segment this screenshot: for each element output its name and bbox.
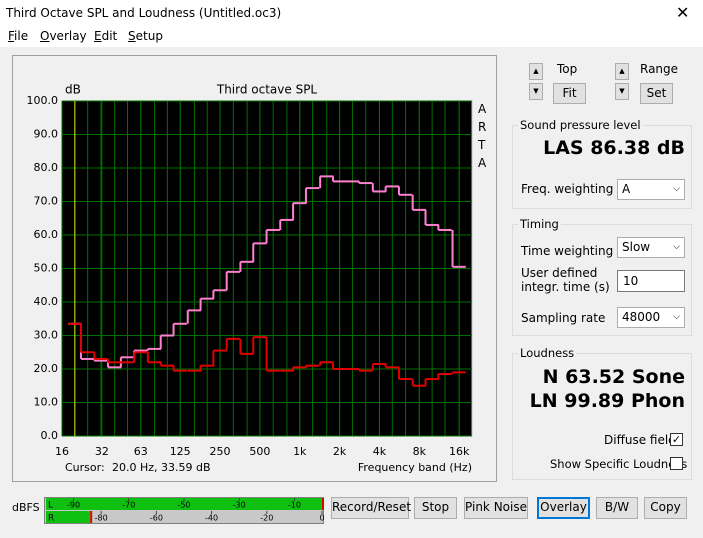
label: Top (557, 62, 578, 76)
label: Sampling rate (521, 311, 606, 325)
menu-item[interactable]: Edit (94, 29, 118, 43)
meter-tick-label: -90 (67, 501, 80, 510)
y-tick-label: 40.0 (34, 295, 59, 308)
title-bar: Third Octave SPL and Loudness (Untitled.… (0, 0, 703, 28)
text-input[interactable]: 10 (617, 270, 685, 292)
x-tick-label: 16 (55, 445, 69, 458)
x-tick-label: 250 (210, 445, 231, 458)
dropdown[interactable]: A ⌵ (617, 179, 685, 200)
set-button[interactable]: Set (640, 83, 673, 104)
dropdown[interactable]: Slow ⌵ (617, 237, 685, 258)
label: Show Specific Loudness (550, 457, 688, 471)
meter-tick-label: -50 (177, 501, 190, 510)
x-tick-label: 500 (249, 445, 270, 458)
y-tick-label: 90.0 (34, 128, 59, 141)
menu-item[interactable]: Overlay (40, 29, 87, 43)
meter-tick-label: -80 (95, 514, 108, 523)
dropdown-value: A (622, 182, 631, 196)
meter-level (46, 498, 322, 510)
spin-down[interactable]: ▼ (615, 83, 629, 100)
label: User defined (521, 266, 598, 280)
cursor-readout: 20.0 Hz, 33.59 dB (112, 461, 211, 474)
button[interactable]: Stop (414, 497, 457, 519)
meter-level (46, 511, 91, 523)
fit-button[interactable]: Fit (553, 83, 586, 104)
label: Diffuse field (604, 433, 676, 447)
button[interactable]: Pink Noise (464, 497, 528, 519)
y-axis-label: dB (65, 83, 81, 97)
meter-tick-label: -70 (122, 501, 135, 510)
spin-up[interactable]: ▲ (529, 63, 543, 80)
menu-item[interactable]: Setup (128, 29, 163, 43)
menu-bar: File Overlay Edit Setup (0, 28, 703, 47)
meter-tick-label: -10 (288, 501, 301, 510)
x-tick-label: 2k (333, 445, 347, 458)
group-box (512, 224, 692, 336)
meter-tick-label: -40 (205, 514, 218, 523)
group-title: Loudness (518, 346, 577, 360)
button[interactable]: Copy (644, 497, 687, 519)
brand-label: ARTA (478, 102, 487, 170)
checkbox[interactable] (670, 457, 683, 470)
label: Time weighting (521, 244, 614, 258)
dropdown[interactable]: 48000 ⌵ (617, 307, 685, 328)
meter-label: dBFS (12, 501, 40, 514)
x-tick-label: 125 (170, 445, 191, 458)
x-tick-label: 63 (134, 445, 148, 458)
close-button[interactable]: ✕ (676, 3, 690, 22)
spin-down[interactable]: ▼ (529, 83, 543, 100)
y-tick-label: 60.0 (34, 228, 59, 241)
menu-item[interactable]: File (8, 29, 29, 43)
button[interactable]: Record/Reset (331, 497, 411, 519)
label: integr. time (s) (521, 280, 610, 294)
meter-peak (322, 498, 324, 510)
x-tick-label: 8k (413, 445, 427, 458)
loudness-n: N 63.52 Sone (542, 366, 685, 388)
y-tick-label: 30.0 (34, 329, 59, 342)
meter-track (46, 511, 322, 523)
meter-tick-label: -60 (150, 514, 163, 523)
y-tick-label: 0.0 (41, 429, 59, 442)
channel-label: L (48, 501, 53, 511)
x-tick-label: 16k (449, 445, 470, 458)
button[interactable]: Overlay (537, 497, 590, 519)
label: Range (640, 62, 679, 76)
y-tick-label: 20.0 (34, 362, 59, 375)
channel-label: R (48, 514, 54, 524)
loudness-ln: LN 99.89 Phon (529, 390, 685, 412)
meter-tick-label: -30 (233, 501, 246, 510)
x-tick-label: 4k (373, 445, 387, 458)
y-tick-label: 70.0 (34, 195, 59, 208)
chart-title: Third octave SPL (216, 83, 318, 97)
dropdown-value: Slow (622, 240, 651, 254)
chart: Third octave SPL dB Frequency band (Hz) … (12, 55, 497, 482)
x-tick-label: 32 (95, 445, 109, 458)
meter-tick-label: -20 (260, 514, 273, 523)
x-tick-label: 1k (293, 445, 307, 458)
meter-tick-label: 0 (319, 514, 324, 523)
button[interactable]: B/W (596, 497, 638, 519)
label: Freq. weighting (521, 182, 614, 196)
meter-peak (90, 511, 93, 523)
group-box (512, 353, 692, 480)
window-title: Third Octave SPL and Loudness (Untitled.… (6, 6, 282, 20)
level-meter: LR -90 -70 -50 -30 -10 -80 -60 -40 -20 0 (44, 497, 324, 524)
checkbox[interactable]: ✓ (670, 433, 683, 446)
cursor-label: Cursor: (65, 461, 105, 474)
group-title: Sound pressure level (518, 118, 643, 132)
group-title: Timing (518, 217, 561, 231)
y-tick-label: 50.0 (34, 262, 59, 275)
y-tick-label: 100.0 (27, 94, 59, 107)
spl-reading: LAS 86.38 dB (543, 137, 685, 159)
dropdown-value: 48000 (622, 310, 661, 324)
y-tick-label: 10.0 (34, 396, 59, 409)
x-axis-label: Frequency band (Hz) (358, 461, 472, 474)
spin-up[interactable]: ▲ (615, 63, 629, 80)
y-tick-label: 80.0 (34, 161, 59, 174)
